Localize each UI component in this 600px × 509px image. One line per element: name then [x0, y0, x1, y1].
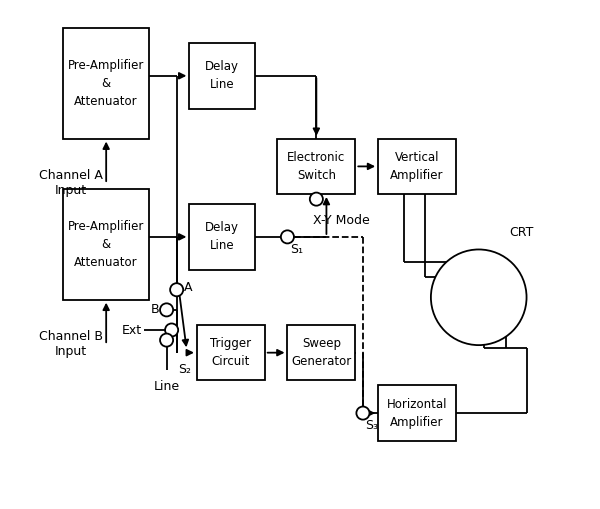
- Bar: [277, 139, 355, 194]
- Text: S₃: S₃: [365, 419, 379, 432]
- Text: S₁: S₁: [290, 243, 303, 256]
- Text: Trigger
Circuit: Trigger Circuit: [210, 337, 251, 368]
- Text: Sweep
Generator: Sweep Generator: [291, 337, 352, 368]
- Text: Pre-Amplifier
&
Attenuator: Pre-Amplifier & Attenuator: [68, 59, 145, 108]
- Text: CRT: CRT: [509, 227, 534, 239]
- Text: Ext: Ext: [121, 324, 142, 336]
- Text: Pre-Amplifier
&
Attenuator: Pre-Amplifier & Attenuator: [68, 220, 145, 269]
- Text: Channel B
Input: Channel B Input: [39, 330, 103, 358]
- Circle shape: [160, 303, 173, 317]
- Bar: [189, 204, 254, 270]
- Circle shape: [356, 407, 370, 419]
- Text: Line: Line: [154, 380, 179, 393]
- Circle shape: [170, 283, 183, 296]
- Text: X-Y Mode: X-Y Mode: [313, 214, 370, 227]
- Text: A: A: [184, 281, 193, 294]
- Circle shape: [281, 231, 294, 243]
- Text: Channel A
Input: Channel A Input: [39, 169, 103, 197]
- Bar: [64, 28, 149, 139]
- Text: Horizontal
Amplifier: Horizontal Amplifier: [387, 398, 448, 429]
- Circle shape: [160, 333, 173, 347]
- Bar: [189, 43, 254, 108]
- Text: B: B: [151, 303, 159, 317]
- Bar: [378, 139, 456, 194]
- Text: Delay
Line: Delay Line: [205, 60, 239, 91]
- Bar: [378, 385, 456, 441]
- Bar: [64, 189, 149, 300]
- Bar: [197, 325, 265, 380]
- Circle shape: [431, 249, 527, 345]
- Text: Delay
Line: Delay Line: [205, 221, 239, 252]
- Bar: [287, 325, 355, 380]
- Text: Vertical
Amplifier: Vertical Amplifier: [391, 151, 444, 182]
- Text: Electronic
Switch: Electronic Switch: [287, 151, 346, 182]
- Circle shape: [165, 324, 178, 336]
- Circle shape: [310, 192, 323, 206]
- Text: S₂: S₂: [178, 363, 191, 376]
